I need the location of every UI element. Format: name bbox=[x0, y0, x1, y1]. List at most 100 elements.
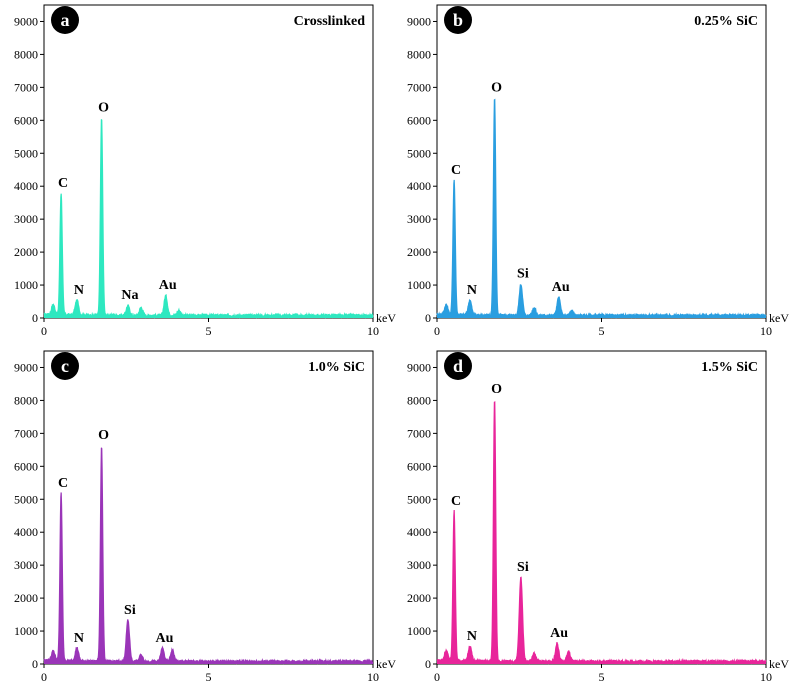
y-tick-label: 4000 bbox=[407, 179, 431, 193]
panel-title: 1.0% SiC bbox=[308, 360, 365, 375]
spectrum-line bbox=[436, 98, 767, 319]
y-tick-label: 8000 bbox=[14, 393, 38, 407]
peak-label-o: O bbox=[491, 382, 502, 397]
peak-label-n: N bbox=[74, 283, 84, 298]
spectrum-chart: 0 1000 2000 3000 4000 5000 6000 7000 8000 9000 0 5 1… bbox=[407, 350, 789, 684]
y-tick-label: 0 bbox=[425, 311, 431, 325]
x-tick-label: 5 bbox=[206, 670, 212, 684]
peak-label-n: N bbox=[74, 631, 84, 646]
y-tick-label: 4000 bbox=[407, 525, 431, 539]
peak-label-au: Au bbox=[552, 280, 570, 295]
y-tick-label: 4000 bbox=[14, 525, 38, 539]
y-tick-label: 0 bbox=[32, 657, 38, 671]
y-tick-label: 9000 bbox=[407, 14, 431, 28]
x-tick-label: 10 bbox=[760, 324, 772, 338]
y-tick-label: 3000 bbox=[407, 558, 431, 572]
spectrum-line bbox=[43, 119, 374, 319]
x-tick-label: 0 bbox=[434, 324, 440, 338]
peak-label-o: O bbox=[491, 81, 502, 96]
y-tick-label: 6000 bbox=[407, 113, 431, 127]
peak-label-c: C bbox=[451, 163, 461, 178]
spectrum-chart: 0 1000 2000 3000 4000 5000 6000 7000 8000 9000 0 5 1… bbox=[407, 4, 789, 338]
panel-title: 1.5% SiC bbox=[701, 360, 758, 375]
y-tick-label: 9000 bbox=[407, 360, 431, 374]
plot-frame bbox=[43, 4, 374, 319]
x-axis-unit-label: keV bbox=[376, 311, 396, 325]
y-tick-label: 3000 bbox=[14, 212, 38, 226]
y-tick-label: 8000 bbox=[407, 47, 431, 61]
peak-label-si: Si bbox=[517, 560, 529, 575]
peak-label-si: Si bbox=[517, 267, 529, 282]
y-tick-label: 1000 bbox=[14, 278, 38, 292]
plot-frame bbox=[436, 4, 767, 319]
peak-label-na: Na bbox=[121, 288, 138, 303]
peak-label-si: Si bbox=[124, 603, 136, 618]
y-tick-label: 1000 bbox=[407, 624, 431, 638]
plot-frame bbox=[436, 350, 767, 665]
y-tick-label: 1000 bbox=[407, 278, 431, 292]
y-tick-label: 3000 bbox=[14, 558, 38, 572]
panel-title: 0.25% SiC bbox=[694, 14, 758, 29]
panel-letter-badge bbox=[51, 6, 79, 34]
y-tick-label: 7000 bbox=[14, 426, 38, 440]
peak-label-c: C bbox=[58, 476, 68, 491]
x-tick-label: 5 bbox=[599, 324, 605, 338]
x-tick-label: 10 bbox=[367, 670, 379, 684]
y-tick-label: 1000 bbox=[14, 624, 38, 638]
y-tick-label: 5000 bbox=[407, 146, 431, 160]
panel-title: Crosslinked bbox=[294, 14, 366, 29]
panel-letter-badge bbox=[51, 352, 79, 380]
panel-letter: d bbox=[453, 356, 463, 376]
y-tick-label: 7000 bbox=[14, 80, 38, 94]
y-tick-label: 0 bbox=[425, 657, 431, 671]
y-tick-label: 5000 bbox=[407, 492, 431, 506]
spectrum-chart: 0 1000 2000 3000 4000 5000 6000 7000 8000 9000 0 5 1… bbox=[14, 350, 396, 684]
peak-label-au: Au bbox=[155, 631, 173, 646]
spectrum-line bbox=[43, 447, 374, 665]
y-tick-label: 2000 bbox=[407, 591, 431, 605]
peak-label-au: Au bbox=[159, 278, 177, 293]
y-tick-label: 3000 bbox=[407, 212, 431, 226]
panel-d-15-sic: 0 1000 2000 3000 4000 5000 6000 7000 8000 9000 0 5 1… bbox=[393, 346, 789, 692]
x-tick-label: 0 bbox=[41, 670, 47, 684]
y-tick-label: 2000 bbox=[407, 245, 431, 259]
peak-label-c: C bbox=[451, 494, 461, 509]
x-axis-unit-label: keV bbox=[769, 657, 789, 671]
y-tick-label: 6000 bbox=[407, 459, 431, 473]
x-tick-label: 10 bbox=[367, 324, 379, 338]
x-tick-label: 10 bbox=[760, 670, 772, 684]
y-tick-label: 8000 bbox=[14, 47, 38, 61]
y-tick-label: 6000 bbox=[14, 459, 38, 473]
x-tick-label: 5 bbox=[206, 324, 212, 338]
y-tick-label: 7000 bbox=[407, 426, 431, 440]
x-axis-unit-label: keV bbox=[376, 657, 396, 671]
x-tick-label: 0 bbox=[41, 324, 47, 338]
peak-label-c: C bbox=[58, 176, 68, 191]
panel-c-10-sic: 0 1000 2000 3000 4000 5000 6000 7000 8000 9000 0 5 1… bbox=[0, 346, 396, 692]
peak-label-o: O bbox=[98, 100, 109, 115]
peak-label-n: N bbox=[467, 629, 477, 644]
x-tick-label: 5 bbox=[599, 670, 605, 684]
spectrum-chart: 0 1000 2000 3000 4000 5000 6000 7000 8000 9000 0 5 1… bbox=[14, 4, 396, 338]
y-tick-label: 2000 bbox=[14, 245, 38, 259]
x-tick-label: 0 bbox=[434, 670, 440, 684]
spectrum-line bbox=[436, 401, 767, 665]
y-tick-label: 9000 bbox=[14, 360, 38, 374]
peak-label-n: N bbox=[467, 283, 477, 298]
panel-letter-badge bbox=[444, 352, 472, 380]
plot-frame bbox=[43, 350, 374, 665]
y-tick-label: 5000 bbox=[14, 146, 38, 160]
y-tick-label: 0 bbox=[32, 311, 38, 325]
peak-label-o: O bbox=[98, 428, 109, 443]
panel-letter: a bbox=[61, 10, 70, 30]
peak-label-au: Au bbox=[550, 626, 568, 641]
y-tick-label: 4000 bbox=[14, 179, 38, 193]
y-tick-label: 7000 bbox=[407, 80, 431, 94]
y-tick-label: 6000 bbox=[14, 113, 38, 127]
y-tick-label: 2000 bbox=[14, 591, 38, 605]
y-tick-label: 9000 bbox=[14, 14, 38, 28]
x-axis-unit-label: keV bbox=[769, 311, 789, 325]
panel-letter-badge bbox=[444, 6, 472, 34]
panel-letter: b bbox=[453, 10, 463, 30]
